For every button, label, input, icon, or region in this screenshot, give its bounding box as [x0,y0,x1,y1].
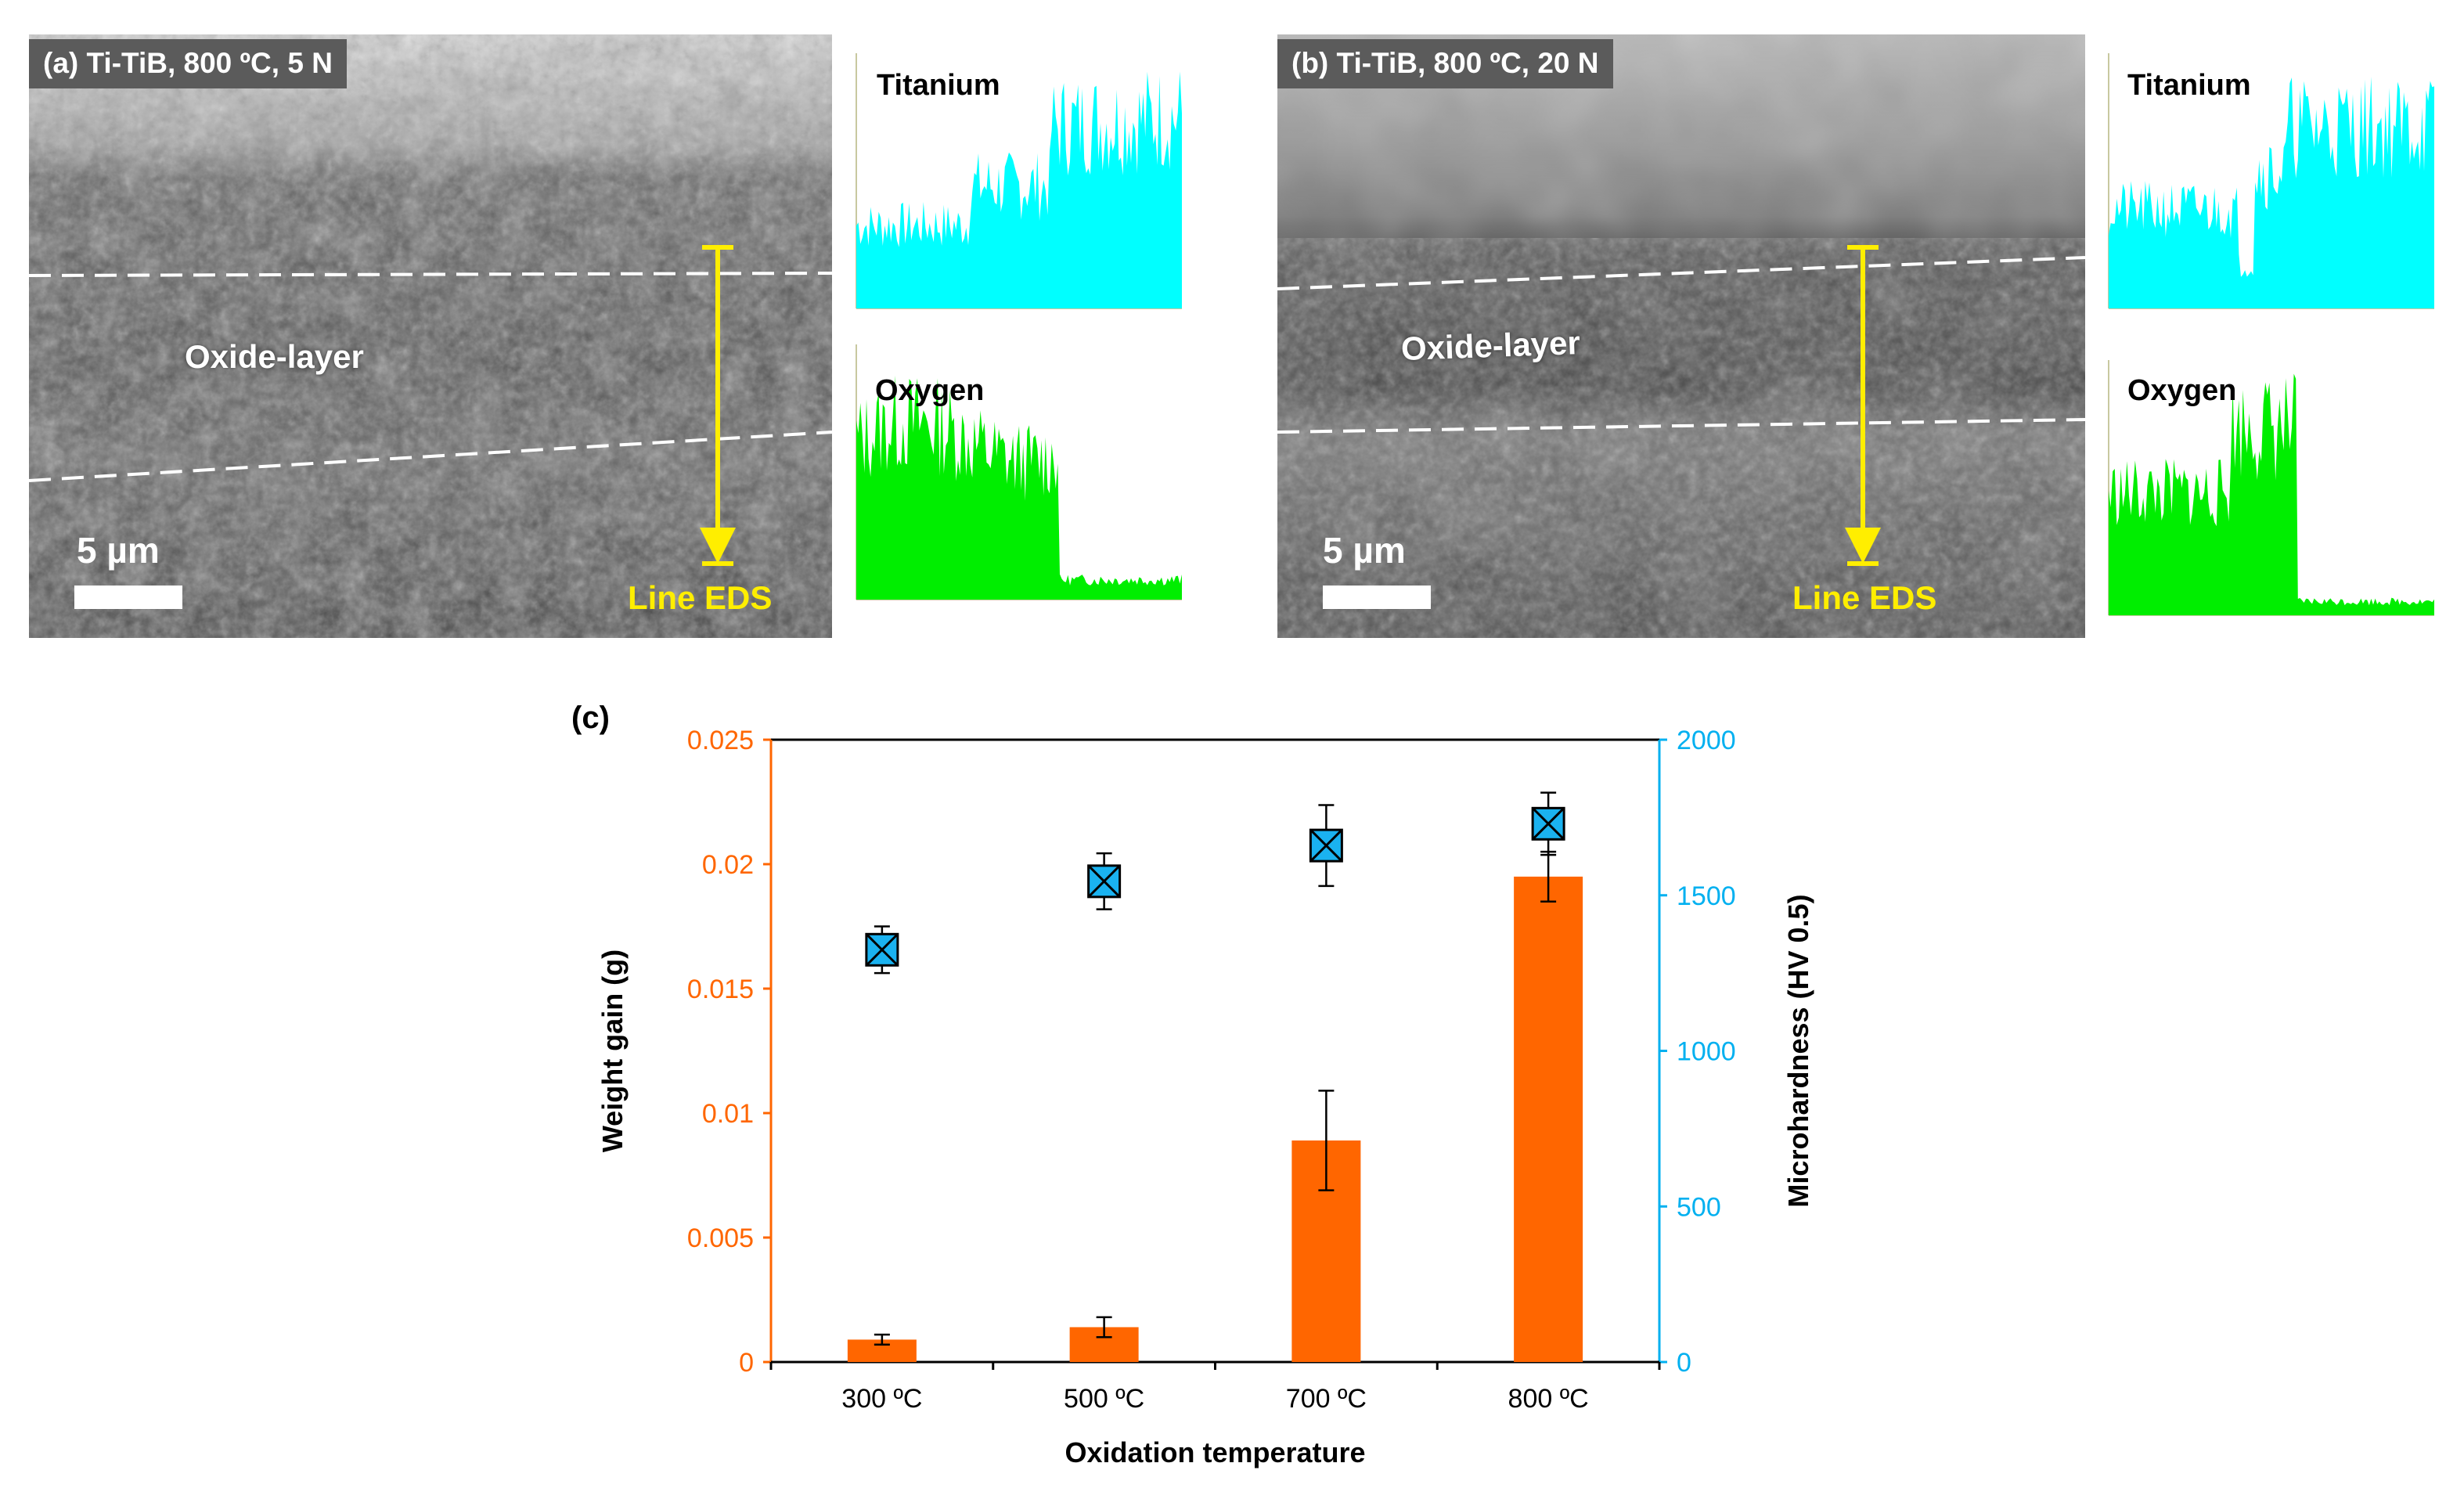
x-tick-label: 700 ºC [1286,1384,1367,1414]
left-y-tick-label: 0.015 [687,975,754,1004]
eds-oxygen-profile-a [853,344,1182,603]
oxide-layer-label-b: Oxide-layer [1400,324,1581,367]
chart-c: (c) 0 0.005 0.01 0.015 0.02 0.025 0 500 1000 1500… [548,681,1816,1495]
sem-image-b [1277,34,2085,638]
right-y-tick-label: 2000 [1677,726,1736,755]
eds-titanium-title-b: Titanium [2127,69,2251,102]
interface-line-upper-b [1277,256,2085,290]
right-y-tick-label: 1500 [1677,881,1736,911]
line-eds-label-b: Line EDS [1792,579,1937,616]
right-y-tick-label: 500 [1677,1192,1721,1222]
left-y-tick-label: 0 [739,1348,754,1378]
right-y-axis-title: Microhardness (HV 0.5) [1782,894,1814,1207]
eds-oxygen-spectrum-b [2109,373,2434,615]
left-y-tick-label: 0.01 [702,1099,754,1129]
left-y-tick-label: 0.02 [702,850,754,880]
panel-a-label: (a) Ti-TiB, 800 ºC, 5 N [29,39,347,88]
left-y-tick-label: 0.025 [687,726,754,755]
microhardness-marker-cross [1309,829,1343,863]
eds-titanium-spectrum-b [2109,77,2434,308]
microhardness-marker-cross [1087,864,1121,898]
left-y-axis-title: Weight gain (g) [596,949,629,1152]
eds-titanium-title-a: Titanium [877,69,1000,102]
right-y-tick-label: 0 [1677,1348,1691,1378]
right-y-tick-label: 1000 [1677,1037,1736,1067]
scale-bar-b [1323,586,1431,609]
scale-bar-label-a: 5 µm [77,530,160,571]
weight-gain-bar [1514,876,1583,1362]
eds-arrow-b [1845,245,1881,566]
eds-titanium-spectrum-a [856,71,1182,309]
scale-bar-a [74,586,182,609]
sem-image-a [29,34,832,638]
microhardness-marker-cross [865,933,899,967]
eds-oxygen-spectrum-a [856,375,1182,600]
panel-b-label: (b) Ti-TiB, 800 ºC, 20 N [1277,39,1613,88]
eds-oxygen-title-b: Oxygen [2127,374,2237,407]
interface-line-lower-a [29,431,832,482]
x-tick-label: 500 ºC [1064,1384,1144,1414]
oxide-layer-label-a: Oxide-layer [185,338,364,375]
eds-oxygen-title-a: Oxygen [875,374,985,407]
panel-c-label: (c) [571,701,610,735]
eds-titanium-profile-b [2106,53,2434,312]
x-tick-label: 300 ºC [841,1384,922,1414]
interface-line-lower-b [1277,418,2085,434]
x-tick-label: 800 ºC [1508,1384,1589,1414]
interface-line-upper-a [29,272,832,277]
left-y-tick-label: 0.005 [687,1223,754,1253]
x-axis-title: Oxidation temperature [1064,1436,1365,1468]
eds-arrow-a [700,245,736,566]
eds-titanium-profile-a [853,53,1182,312]
scale-bar-label-b: 5 µm [1323,530,1406,571]
chart-svg: (c) 0 0.005 0.01 0.015 0.02 0.025 0 500 1000 1500… [571,701,1814,1468]
microhardness-marker-cross [1532,807,1565,841]
eds-oxygen-profile-b [2106,360,2434,618]
line-eds-label-a: Line EDS [628,579,773,616]
